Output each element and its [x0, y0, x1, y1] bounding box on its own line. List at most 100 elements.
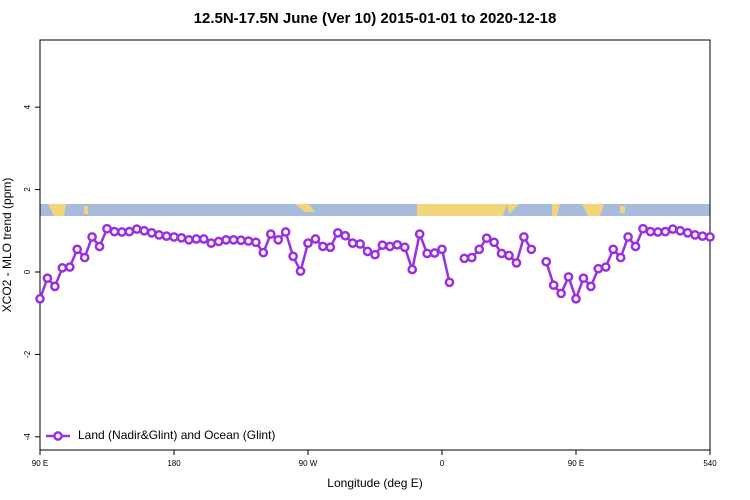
legend-label: Land (Nadir&Glint) and Ocean (Glint) [78, 428, 275, 442]
data-point [556, 288, 566, 299]
data-point [705, 232, 715, 242]
data-point [377, 240, 388, 251]
legend-marker [53, 431, 63, 441]
data-point [117, 227, 127, 237]
data-point [593, 263, 604, 274]
data-point [213, 236, 224, 247]
data-point [303, 238, 313, 248]
data-point [154, 230, 164, 240]
data-point [198, 234, 209, 244]
data-point [355, 239, 365, 249]
y-tick-label: -4 [23, 433, 32, 441]
y-tick-label: 2 [23, 187, 32, 192]
y-tick-label: 4 [23, 104, 32, 109]
data-point [42, 273, 53, 284]
data-point [600, 262, 611, 272]
data-point [265, 229, 276, 239]
data-point [64, 262, 75, 272]
data-point [481, 233, 492, 244]
data-point [221, 234, 231, 245]
data-point [586, 281, 596, 292]
data-point [697, 231, 708, 241]
series-line [38, 227, 711, 303]
data-point [79, 252, 90, 263]
data-point [429, 248, 440, 258]
data-point [414, 229, 425, 239]
x-tick-label: 90 E [568, 459, 584, 468]
data-point [370, 249, 380, 260]
data-point [280, 227, 291, 237]
data-point [184, 234, 194, 245]
data-point [258, 247, 269, 258]
data-point [563, 272, 574, 282]
data-point [362, 246, 373, 257]
data-point [645, 226, 656, 237]
data-point [109, 226, 120, 237]
data-point [347, 238, 358, 248]
data-point [94, 241, 105, 252]
data-point [653, 227, 663, 237]
data-point [131, 224, 142, 234]
data-point [466, 252, 477, 263]
y-tick-label: -2 [23, 350, 32, 358]
data-point [161, 231, 172, 241]
data-point [660, 226, 671, 237]
data-point [407, 264, 418, 275]
data-point [385, 241, 395, 252]
data-point [682, 227, 693, 238]
data-point [57, 263, 68, 273]
x-axis-label: Longitude (deg E) [327, 476, 422, 490]
data-point [139, 225, 150, 236]
data-point [332, 227, 343, 238]
x-tick-label: 90 E [32, 459, 48, 468]
chart-title: 12.5N-17.5N June (Ver 10) 2015-01-01 to … [194, 10, 557, 27]
data-point [459, 253, 470, 264]
data-point [206, 238, 217, 248]
data-point [340, 230, 351, 241]
data-point [35, 293, 45, 304]
data-point [176, 232, 187, 243]
data-point [675, 225, 686, 236]
data-point [511, 258, 522, 268]
data-point [526, 244, 537, 255]
data-point [50, 281, 60, 292]
data-point [667, 224, 678, 234]
data-point [444, 277, 455, 288]
data-point [392, 239, 403, 250]
data-point [399, 242, 410, 253]
data-point [541, 256, 552, 267]
x-tick-label: 0 [440, 459, 445, 468]
data-point [236, 235, 246, 246]
data-point [251, 237, 261, 248]
data-point [608, 244, 619, 255]
data-point [325, 242, 336, 253]
data-point [422, 248, 432, 259]
map-band [40, 204, 710, 216]
y-axis-label: XCO2 - MLO trend (ppm) [0, 178, 14, 313]
data-point [243, 236, 254, 246]
data-point [548, 280, 559, 291]
data-point [228, 234, 239, 245]
data-point [571, 293, 581, 304]
data-point [72, 244, 83, 255]
data-point [318, 241, 328, 252]
data-point [504, 250, 514, 261]
data-point [295, 266, 306, 277]
data-point [437, 244, 447, 255]
x-tick-label: 90 W [299, 459, 318, 468]
data-point [489, 237, 499, 248]
y-tick-label: 0 [23, 269, 32, 274]
data-point [638, 223, 648, 234]
data-point [310, 234, 321, 244]
plot-frame [39, 39, 711, 451]
data-point [474, 244, 485, 255]
data-point [623, 232, 633, 242]
data-point [146, 227, 157, 238]
data-point [124, 226, 135, 237]
data-point [578, 273, 589, 284]
data-point [615, 252, 626, 263]
data-point [496, 248, 507, 259]
data-point [690, 230, 700, 240]
data-point [169, 232, 179, 242]
